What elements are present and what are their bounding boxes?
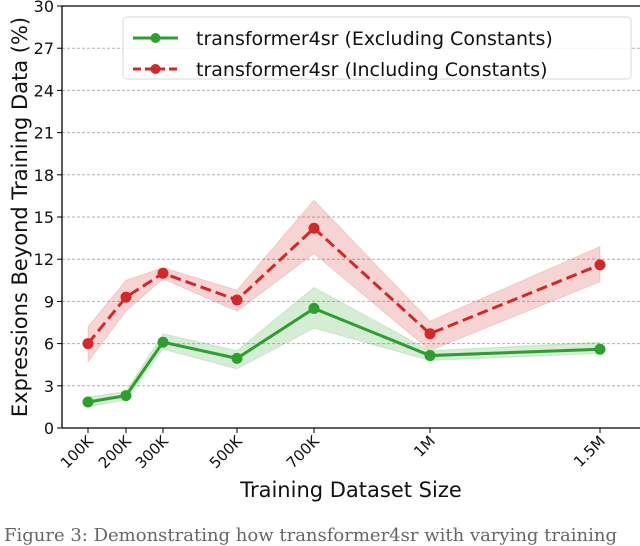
- data-point: [424, 328, 436, 340]
- y-tick-label: 15: [34, 208, 54, 227]
- y-tick-label: 30: [34, 0, 54, 16]
- y-tick-label: 9: [44, 292, 54, 311]
- y-axis-label: Expressions Beyond Training Data (%): [8, 17, 32, 417]
- data-point: [424, 350, 436, 362]
- data-point: [82, 396, 94, 408]
- legend: transformer4sr (Excluding Constants) tran…: [122, 16, 632, 81]
- legend-label-including: transformer4sr (Including Constants): [196, 59, 548, 81]
- data-point: [231, 294, 243, 306]
- data-point: [308, 222, 320, 234]
- legend-marker: [150, 33, 161, 43]
- y-tick-label: 3: [44, 377, 54, 396]
- y-tick-label: 27: [34, 39, 54, 58]
- data-point: [82, 338, 94, 350]
- series-lines: [82, 222, 606, 408]
- data-point: [594, 343, 606, 355]
- x-tick-label: 200K: [95, 431, 136, 472]
- y-tick-label: 24: [34, 81, 54, 100]
- legend-label-excluding: transformer4sr (Excluding Constants): [196, 28, 553, 50]
- data-point: [231, 352, 243, 364]
- x-tick-label: 1.5M: [570, 432, 609, 471]
- data-point: [120, 390, 132, 402]
- x-tick-label: 700K: [283, 431, 324, 472]
- x-tick-label: 300K: [132, 431, 173, 472]
- data-point: [157, 267, 169, 279]
- legend-marker: [150, 64, 161, 74]
- confidence-band-including: [87, 199, 601, 364]
- legend-box: [122, 16, 632, 80]
- data-point: [594, 259, 606, 271]
- x-tick-label: 100K: [57, 431, 98, 472]
- x-axis-label: Training Dataset Size: [239, 478, 462, 502]
- y-tick-label: 18: [34, 166, 54, 185]
- y-tick-label: 21: [34, 124, 54, 143]
- y-tick-label: 0: [44, 419, 54, 438]
- y-tick-label: 6: [44, 335, 54, 354]
- data-point: [120, 291, 132, 303]
- figure-caption: Figure 3: Demonstrating how transformer4…: [4, 525, 617, 546]
- x-tick-label: 1M: [410, 432, 439, 461]
- confidence-bands: [87, 199, 601, 408]
- data-point: [157, 336, 169, 348]
- y-tick-label: 12: [34, 250, 54, 269]
- x-tick-label: 500K: [206, 431, 247, 472]
- data-point: [308, 302, 320, 314]
- y-axis-ticks: 0 3 6 9 12 15 18 21 24 27 30: [34, 0, 62, 438]
